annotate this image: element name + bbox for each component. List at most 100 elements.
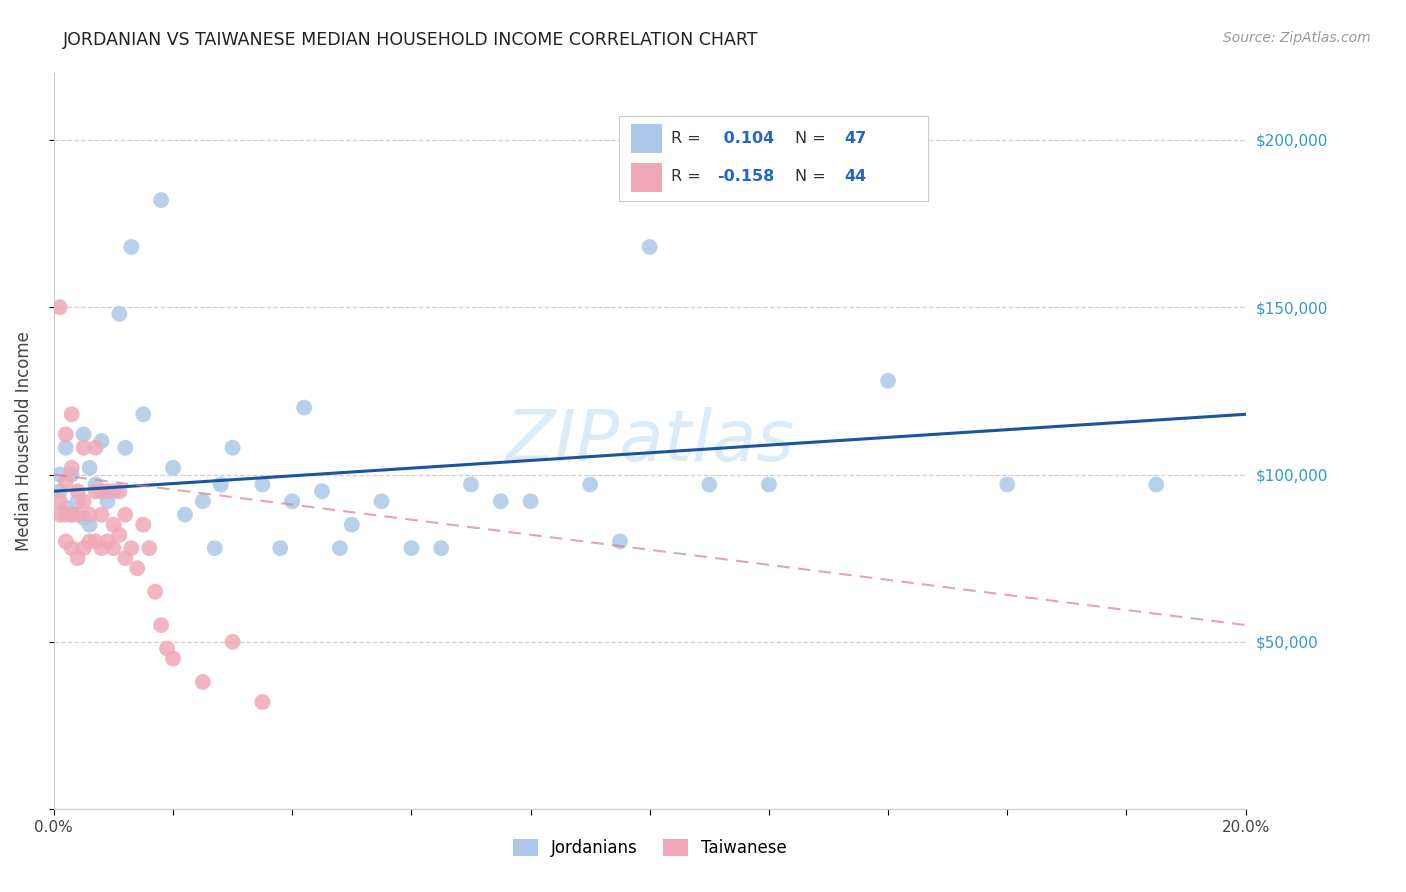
Point (96, 534, 118, 549)
Point (60, 467, 83, 482)
Point (132, 407, 155, 421)
Point (638, 240, 661, 254)
Point (120, 541, 142, 555)
Point (66, 508, 89, 522)
Point (66, 494, 89, 508)
Legend: Jordanians, Taiwanese: Jordanians, Taiwanese (506, 832, 793, 863)
Point (150, 618, 173, 632)
Point (96, 494, 118, 508)
Point (519, 494, 541, 508)
Point (84, 484, 107, 499)
Point (72, 441, 94, 455)
Point (79, 517, 101, 532)
Point (55, 534, 77, 549)
Point (72, 541, 94, 555)
Point (49, 494, 72, 508)
Point (995, 477, 1018, 491)
Point (79, 534, 101, 549)
Bar (631, 124, 662, 153)
Point (1144, 477, 1167, 491)
Point (72, 427, 94, 442)
Point (174, 508, 197, 522)
Point (108, 307, 131, 321)
Text: -0.158: -0.158 (717, 169, 775, 185)
Bar (631, 163, 662, 192)
Point (103, 517, 125, 532)
Point (156, 641, 179, 656)
Point (66, 484, 89, 499)
Text: Source: ZipAtlas.com: Source: ZipAtlas.com (1223, 31, 1371, 45)
Point (55, 474, 77, 488)
Point (108, 484, 131, 499)
Point (252, 477, 274, 491)
Point (460, 477, 482, 491)
FancyBboxPatch shape (619, 116, 928, 201)
Text: R =: R = (671, 131, 706, 146)
Point (55, 500, 77, 515)
Point (162, 460, 184, 475)
Text: 0.104: 0.104 (717, 131, 773, 146)
Point (370, 494, 392, 508)
Point (60, 460, 83, 475)
Point (489, 494, 512, 508)
Point (72, 494, 94, 508)
Text: ZIPatlas: ZIPatlas (505, 407, 794, 475)
Point (877, 374, 900, 388)
Point (758, 477, 780, 491)
Point (49, 484, 72, 499)
Text: 44: 44 (845, 169, 866, 185)
Point (55, 427, 77, 442)
Point (114, 551, 136, 566)
Point (60, 508, 83, 522)
Point (103, 541, 125, 555)
Point (84, 477, 107, 491)
Point (79, 508, 101, 522)
Point (579, 477, 602, 491)
Point (204, 541, 226, 555)
Point (49, 508, 72, 522)
Point (60, 541, 83, 555)
Point (90, 434, 112, 448)
Y-axis label: Median Household Income: Median Household Income (15, 331, 32, 551)
Point (96, 484, 118, 499)
Point (221, 635, 243, 649)
Point (84, 534, 107, 549)
Point (114, 508, 136, 522)
Point (138, 541, 160, 555)
Point (84, 441, 107, 455)
Point (430, 541, 453, 555)
Point (55, 441, 77, 455)
Point (90, 508, 112, 522)
Point (697, 477, 720, 491)
Point (55, 508, 77, 522)
Point (49, 467, 72, 482)
Text: N =: N = (794, 131, 831, 146)
Point (150, 193, 173, 207)
Point (132, 517, 155, 532)
Point (49, 300, 72, 314)
Point (292, 401, 315, 415)
Point (60, 407, 83, 421)
Point (221, 441, 243, 455)
Point (60, 508, 83, 522)
Point (90, 484, 112, 499)
Point (191, 494, 214, 508)
Point (108, 527, 131, 541)
Text: 47: 47 (845, 131, 866, 146)
Point (143, 584, 166, 599)
Point (72, 511, 94, 525)
Point (209, 477, 232, 491)
Point (311, 484, 333, 499)
Point (114, 441, 136, 455)
Point (127, 561, 149, 575)
Point (120, 240, 142, 254)
Text: N =: N = (794, 169, 831, 185)
Point (609, 534, 631, 549)
Point (340, 517, 363, 532)
Point (162, 651, 184, 665)
Point (252, 695, 274, 709)
Point (281, 494, 304, 508)
Point (401, 541, 423, 555)
Point (103, 484, 125, 499)
Point (329, 541, 352, 555)
